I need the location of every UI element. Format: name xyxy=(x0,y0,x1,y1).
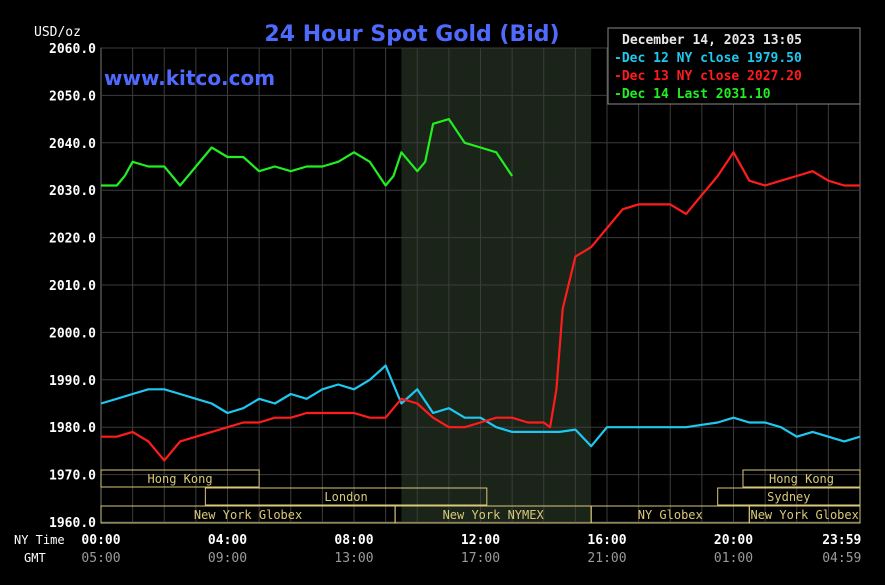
session-bar xyxy=(100,469,260,488)
x-tick-label-ny: 23:59 xyxy=(822,533,861,548)
legend-entry: -Dec 12 NY close 1979.50 xyxy=(614,51,802,66)
session-bar xyxy=(717,487,861,506)
x-tick-label-ny: 16:00 xyxy=(587,533,626,548)
session-label: London xyxy=(324,490,367,504)
y-tick-label: 2010.0 xyxy=(49,279,96,294)
x-tick-label-ny: 12:00 xyxy=(461,533,500,548)
session-label: NY Globex xyxy=(638,508,703,522)
series-line-2 xyxy=(101,118,514,187)
y-tick-label: 1990.0 xyxy=(49,374,96,389)
y-tick-label: 1960.0 xyxy=(49,516,96,531)
x-tick-label-gmt: 17:00 xyxy=(461,551,500,566)
x-tick-label-gmt: 01:00 xyxy=(714,551,753,566)
y-tick-label: 2000.0 xyxy=(49,326,96,341)
x-tick-label-ny: 04:00 xyxy=(208,533,247,548)
x-tick-label-ny: 00:00 xyxy=(81,533,120,548)
series-line-1 xyxy=(101,151,860,462)
legend-entry: -Dec 14 Last 2031.10 xyxy=(614,87,771,102)
legend-timestamp: December 14, 2023 13:05 xyxy=(622,33,802,48)
session-label: New York Globex xyxy=(194,508,302,522)
x-row-label-ny: NY Time xyxy=(14,533,65,547)
watermark-url: www.kitco.com xyxy=(104,66,275,90)
y-tick-label: 2030.0 xyxy=(49,184,96,199)
x-tick-label-gmt: 04:59 xyxy=(822,551,861,566)
session-label: New York NYMEX xyxy=(443,508,545,522)
x-tick-label-gmt: 05:00 xyxy=(81,551,120,566)
series-line-0 xyxy=(100,364,861,448)
session-label: Hong Kong xyxy=(148,472,213,486)
chart-title: 24 Hour Spot Gold (Bid) xyxy=(264,22,559,47)
y-axis-unit-label: USD/oz xyxy=(34,25,81,40)
y-tick-label: 2050.0 xyxy=(49,89,96,104)
legend-box xyxy=(607,27,861,105)
y-tick-label: 1970.0 xyxy=(49,469,96,484)
session-label: New York Globex xyxy=(750,508,858,522)
x-row-label-gmt: GMT xyxy=(24,551,46,565)
x-tick-label-gmt: 09:00 xyxy=(208,551,247,566)
y-tick-label: 2040.0 xyxy=(49,137,96,152)
session-label: Sydney xyxy=(767,490,810,504)
session-bar xyxy=(742,469,861,488)
legend-entry: -Dec 13 NY close 2027.20 xyxy=(614,69,802,84)
x-tick-label-ny: 08:00 xyxy=(334,533,373,548)
session-bar xyxy=(748,505,861,524)
x-tick-label-ny: 20:00 xyxy=(714,533,753,548)
y-tick-label: 1980.0 xyxy=(49,421,96,436)
session-label: Hong Kong xyxy=(769,472,834,486)
session-bar xyxy=(204,487,488,506)
y-tick-label: 2060.0 xyxy=(49,42,96,57)
x-tick-label-gmt: 13:00 xyxy=(334,551,373,566)
x-tick-label-gmt: 21:00 xyxy=(587,551,626,566)
y-tick-label: 2020.0 xyxy=(49,232,96,247)
